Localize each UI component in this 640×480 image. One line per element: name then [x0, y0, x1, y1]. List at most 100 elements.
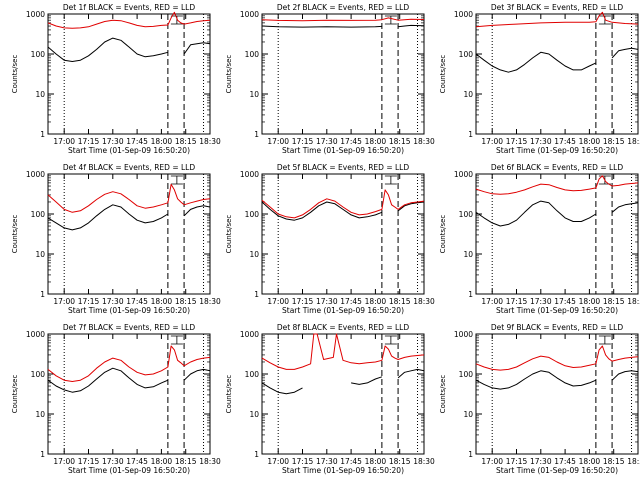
x-tick-label: 17:30 [102, 137, 124, 146]
x-tick-label: 17:30 [316, 137, 338, 146]
chart-panel-5: Det 5f BLACK = Events, RED = LLD 1 10 100 10… [225, 163, 435, 315]
y-tick-label: 1000 [26, 330, 45, 339]
y-tick-label: 100 [31, 50, 46, 59]
plot-frame [475, 173, 639, 295]
x-tick-label: 18:00 [365, 297, 387, 306]
x-tick-label: 18:15 [603, 457, 625, 466]
chart-title: Det 2f BLACK = Events, RED = LLD [277, 3, 410, 12]
y-tick-label: 10 [35, 410, 45, 419]
lld-series-line [475, 345, 639, 371]
y-tick-label: 10 [463, 250, 473, 259]
x-tick-label: 17:00 [481, 297, 503, 306]
plot-frame [475, 13, 639, 135]
chart-title: Det 1f BLACK = Events, RED = LLD [63, 3, 196, 12]
x-tick-label: 17:30 [530, 137, 552, 146]
y-tick-label: 1000 [26, 170, 45, 179]
y-tick-label: 100 [245, 210, 260, 219]
y-tick-label: 1 [468, 290, 473, 299]
chart-title: Det 8f BLACK = Events, RED = LLD [277, 323, 410, 332]
x-tick-label: 17:00 [481, 457, 503, 466]
x-tick-label: 17:45 [340, 297, 362, 306]
x-tick-label: 18:15 [175, 457, 197, 466]
y-tick-label: 1 [40, 450, 45, 459]
x-tick-label: 18:30 [413, 457, 435, 466]
y-tick-label: 100 [245, 50, 260, 59]
events-series-line [475, 47, 639, 73]
x-tick-label: 17:15 [292, 457, 314, 466]
y-tick-label: 1000 [240, 330, 259, 339]
x-tick-label: 17:30 [316, 457, 338, 466]
events-series-line [47, 367, 211, 393]
plot-frame [47, 333, 211, 455]
chart-title: Det 6f BLACK = Events, RED = LLD [491, 163, 624, 172]
x-tick-label: 17:45 [126, 457, 148, 466]
y-tick-label: 100 [459, 50, 474, 59]
chart-panel-3: Det 3f BLACK = Events, RED = LLD 1 10 100 10… [439, 3, 640, 155]
y-axis-label: Counts/sec [439, 215, 447, 254]
x-tick-label: 18:00 [579, 457, 601, 466]
x-tick-label: 18:15 [175, 137, 197, 146]
y-tick-label: 1000 [26, 10, 45, 19]
y-tick-label: 10 [249, 410, 259, 419]
events-series-line [47, 37, 211, 62]
flag-bracket-icon [598, 335, 611, 345]
x-axis-label: Start Time (01-Sep-09 16:50:20) [496, 306, 618, 315]
lld-series-line [261, 333, 425, 370]
x-tick-label: 18:00 [365, 137, 387, 146]
x-tick-label: 17:15 [78, 137, 100, 146]
plot-frame [261, 333, 425, 455]
x-tick-label: 17:15 [292, 297, 314, 306]
plot-frame [47, 13, 211, 135]
lld-series-line [261, 189, 425, 219]
events-series-line [475, 370, 639, 390]
x-tick-label: 17:30 [530, 457, 552, 466]
lld-series-line [475, 11, 639, 28]
chart-panel-9: Det 9f BLACK = Events, RED = LLD 1 10 100 10… [439, 323, 640, 475]
lld-series-line [47, 183, 211, 213]
y-tick-label: 10 [249, 250, 259, 259]
chart-panel-1: Det 1f BLACK = Events, RED = LLD 1 10 100 10… [11, 3, 221, 155]
flag-bracket-icon [170, 175, 183, 185]
x-axis-label: Start Time (01-Sep-09 16:50:20) [496, 466, 618, 475]
chart-panel-7: Det 7f BLACK = Events, RED = LLD 1 10 100 10… [11, 323, 221, 475]
y-tick-label: 10 [463, 90, 473, 99]
chart-panel-4: Det 4f BLACK = Events, RED = LLD 1 10 100 10… [11, 163, 221, 315]
y-tick-label: 10 [463, 410, 473, 419]
x-tick-label: 17:45 [126, 297, 148, 306]
y-axis-label: Counts/sec [225, 55, 233, 94]
x-tick-label: 18:00 [151, 297, 173, 306]
y-axis-label: Counts/sec [225, 215, 233, 254]
y-tick-label: 1 [254, 290, 259, 299]
y-tick-label: 100 [245, 370, 260, 379]
x-tick-label: 18:30 [627, 137, 640, 146]
x-tick-label: 18:15 [603, 137, 625, 146]
y-tick-label: 1 [468, 450, 473, 459]
y-axis-label: Counts/sec [439, 55, 447, 94]
chart-panel-6: Det 6f BLACK = Events, RED = LLD 1 10 100 10… [439, 163, 640, 315]
y-tick-label: 100 [31, 210, 46, 219]
x-tick-label: 17:00 [53, 297, 75, 306]
chart-title: Det 5f BLACK = Events, RED = LLD [277, 163, 410, 172]
x-tick-label: 17:00 [53, 137, 75, 146]
y-tick-label: 1 [254, 450, 259, 459]
x-tick-label: 17:00 [267, 137, 289, 146]
x-axis-label: Start Time (01-Sep-09 16:50:20) [282, 146, 404, 155]
plot-frame [47, 173, 211, 295]
x-tick-label: 18:15 [389, 137, 411, 146]
plot-frame [475, 333, 639, 455]
events-series-line [261, 201, 425, 221]
chart-title: Det 7f BLACK = Events, RED = LLD [63, 323, 196, 332]
x-tick-label: 18:30 [199, 137, 221, 146]
x-tick-label: 17:30 [530, 297, 552, 306]
x-axis-label: Start Time (01-Sep-09 16:50:20) [282, 306, 404, 315]
chart-panel-8: Det 8f BLACK = Events, RED = LLD 1 10 100 10… [225, 323, 435, 475]
x-tick-label: 17:00 [267, 457, 289, 466]
events-series-line [475, 200, 639, 227]
x-tick-label: 18:30 [413, 137, 435, 146]
x-tick-label: 18:15 [389, 457, 411, 466]
lld-series-line [47, 345, 211, 382]
x-tick-label: 18:00 [579, 297, 601, 306]
x-axis-label: Start Time (01-Sep-09 16:50:20) [282, 466, 404, 475]
chart-panel-2: Det 2f BLACK = Events, RED = LLD 1 10 100 10… [225, 3, 435, 155]
y-tick-label: 100 [459, 210, 474, 219]
